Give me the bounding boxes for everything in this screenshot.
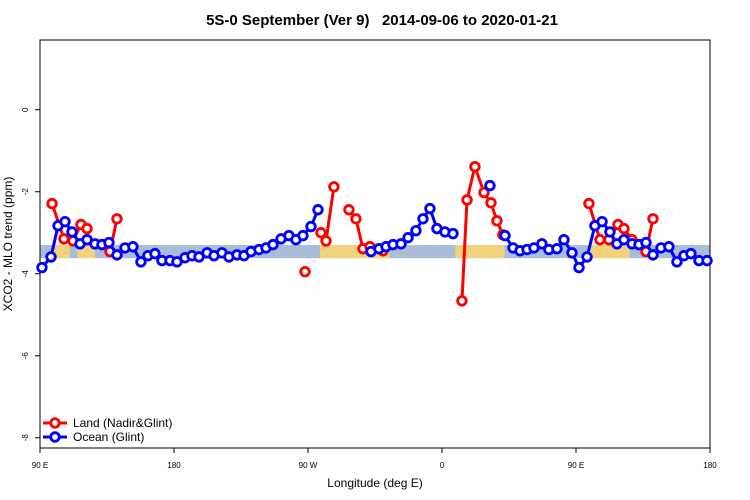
point xyxy=(640,236,652,249)
point xyxy=(297,229,309,242)
y-tick-label: 0 xyxy=(21,107,30,112)
point xyxy=(66,226,78,238)
y-tick-label: -8 xyxy=(21,434,30,442)
point xyxy=(410,224,422,237)
point xyxy=(647,249,659,261)
point xyxy=(424,202,436,215)
point xyxy=(59,215,71,228)
legend-label: Land (Nadir&Glint) xyxy=(73,416,172,430)
point xyxy=(671,256,683,268)
point xyxy=(551,243,563,255)
series-line xyxy=(50,161,655,301)
point xyxy=(312,204,324,216)
y-tick-label: -4 xyxy=(21,270,30,278)
point xyxy=(573,261,585,274)
y-axis-label: XCO2 - MLO trend (ppm) xyxy=(1,177,15,312)
point xyxy=(328,181,340,193)
land-range xyxy=(51,245,70,259)
point xyxy=(618,222,630,235)
point xyxy=(566,247,578,259)
point xyxy=(484,179,496,192)
point xyxy=(417,213,429,225)
point xyxy=(647,213,659,225)
point xyxy=(581,251,593,263)
point xyxy=(663,240,675,253)
point xyxy=(320,235,332,247)
land-range xyxy=(589,245,630,259)
point xyxy=(491,215,503,227)
point xyxy=(478,186,490,199)
point xyxy=(36,261,48,274)
point xyxy=(499,229,511,242)
point xyxy=(111,249,123,261)
point xyxy=(701,254,713,267)
point xyxy=(127,240,139,253)
point xyxy=(395,238,407,250)
land-range xyxy=(455,245,505,259)
point xyxy=(447,227,459,240)
point xyxy=(536,238,548,250)
chart-title: 5S-0 September (Ver 9) 2014-09-06 to 202… xyxy=(206,12,558,29)
point xyxy=(456,295,468,307)
point xyxy=(350,213,362,225)
point xyxy=(469,161,481,173)
point xyxy=(149,247,161,260)
x-tick-label: 0 xyxy=(440,461,445,470)
point xyxy=(596,215,608,228)
legend-marker xyxy=(49,417,61,429)
x-tick-label: 90 E xyxy=(32,461,48,470)
legend-marker xyxy=(49,431,61,443)
point xyxy=(299,265,311,278)
point xyxy=(583,197,595,210)
legend-label: Ocean (Glint) xyxy=(73,430,144,444)
x-tick-label: 90 E xyxy=(568,461,584,470)
point xyxy=(135,256,147,268)
point xyxy=(402,231,414,244)
point xyxy=(81,222,93,235)
x-tick-label: 90 W xyxy=(299,461,318,470)
point xyxy=(594,233,606,246)
point xyxy=(45,251,57,263)
point xyxy=(343,204,355,216)
point xyxy=(685,247,697,260)
point xyxy=(558,233,570,246)
y-tick-label: -6 xyxy=(21,352,30,360)
x-axis-label: Longitude (deg E) xyxy=(327,476,422,490)
point xyxy=(485,197,497,209)
point xyxy=(305,220,317,233)
point xyxy=(461,194,473,206)
point xyxy=(315,227,327,239)
point xyxy=(103,236,115,249)
y-tick-label: -2 xyxy=(21,188,30,196)
point xyxy=(111,213,123,225)
point xyxy=(604,226,616,238)
plot-frame xyxy=(39,39,711,449)
point xyxy=(58,233,70,245)
x-tick-label: 180 xyxy=(167,461,181,470)
x-tick-label: 180 xyxy=(703,461,717,470)
point xyxy=(267,238,279,251)
point xyxy=(46,197,58,210)
